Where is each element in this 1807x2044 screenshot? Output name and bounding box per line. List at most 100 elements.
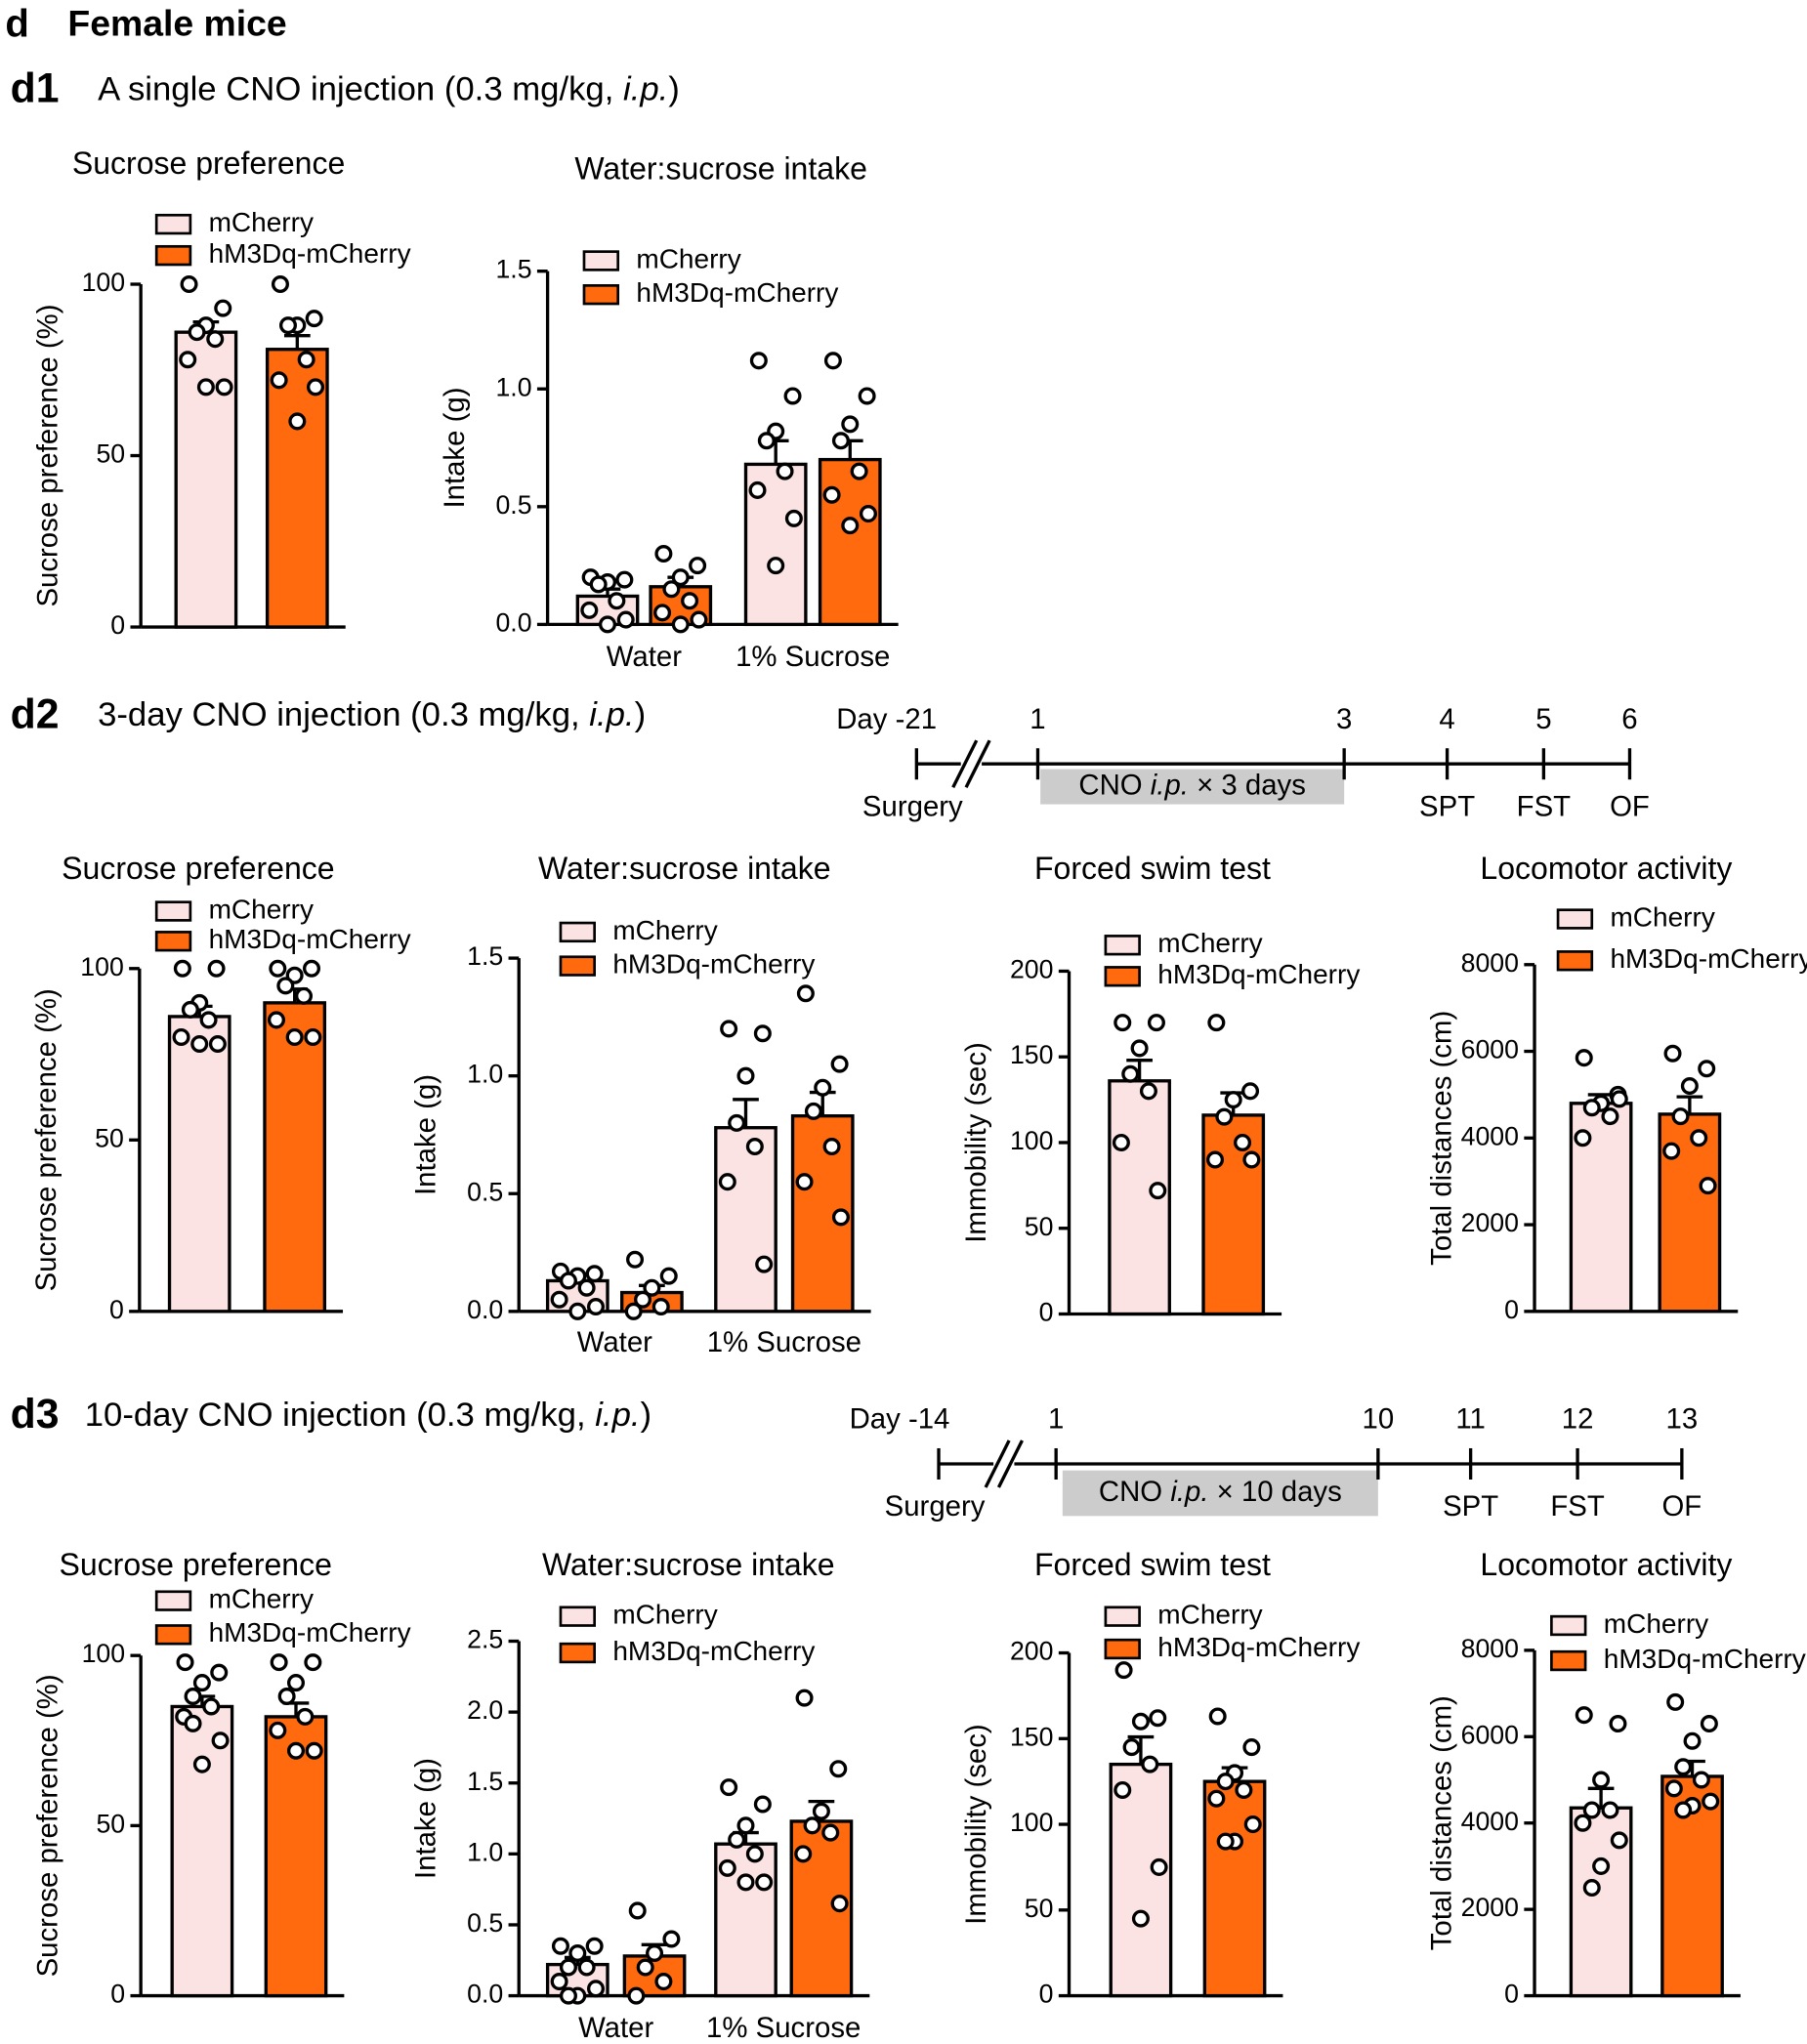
- legend-label: hM3Dq-mCherry: [612, 1636, 815, 1666]
- data-point: [646, 1944, 664, 1963]
- bar: [174, 330, 238, 629]
- y-tick-label: 0.5: [467, 1177, 503, 1206]
- data-point: [776, 462, 794, 480]
- y-axis-label: Intake (g): [410, 1758, 442, 1879]
- data-point: [1150, 1857, 1168, 1876]
- data-point: [181, 1000, 199, 1019]
- data-point: [1671, 1107, 1690, 1126]
- data-point: [277, 1687, 296, 1706]
- timeline-day: Day -14: [850, 1403, 950, 1436]
- data-point: [1699, 1177, 1717, 1195]
- legend-label: mCherry: [1157, 928, 1262, 958]
- data-point: [288, 412, 307, 431]
- y-tick-label: 100: [1010, 1126, 1054, 1155]
- legend-label: mCherry: [636, 243, 740, 273]
- data-point: [1664, 1779, 1683, 1798]
- y-tick-label: 1.0: [467, 1837, 503, 1866]
- data-point: [1592, 1856, 1611, 1875]
- section-title: A single CNO injection (0.3 mg/kg, i.p.): [98, 71, 680, 108]
- data-point: [1130, 1039, 1149, 1058]
- y-tick-label: 4000: [1461, 1121, 1519, 1150]
- box-part: CNO: [1078, 769, 1150, 801]
- data-point: [1575, 1049, 1593, 1067]
- data-point: [1208, 1707, 1227, 1726]
- chart-title: Water:sucrose intake: [542, 1547, 835, 1582]
- x-tick-label: 1% Sucrose: [707, 1326, 861, 1358]
- data-point: [783, 387, 802, 405]
- y-tick-label: 0.0: [467, 1980, 503, 2009]
- bar: [264, 1715, 328, 1998]
- title-part: 10-day CNO injection (0.3 mg/kg,: [85, 1397, 595, 1434]
- data-point: [841, 415, 860, 434]
- legend-label: mCherry: [1604, 1608, 1708, 1639]
- data-point: [184, 1687, 202, 1706]
- legend-swatch: [154, 931, 192, 952]
- data-point: [814, 1078, 832, 1097]
- timeline-day: 10: [1363, 1403, 1395, 1436]
- box-part: i.p.: [1151, 769, 1189, 801]
- y-tick-label: 0: [1504, 1980, 1519, 2009]
- data-point: [1114, 1014, 1132, 1032]
- data-point: [586, 1980, 606, 1998]
- data-point: [1601, 1801, 1619, 1819]
- data-point: [267, 1011, 285, 1029]
- timeline-break: [951, 739, 979, 788]
- box-part: CNO: [1099, 1476, 1170, 1508]
- data-point: [303, 959, 321, 978]
- title-part: 3-day CNO injection (0.3 mg/kg,: [98, 696, 589, 733]
- timeline-day: 6: [1621, 703, 1637, 735]
- data-point: [179, 351, 197, 369]
- timeline-day: 13: [1666, 1403, 1699, 1436]
- box-part: i.p.: [1170, 1476, 1208, 1508]
- chart-title: Water:sucrose intake: [538, 851, 831, 886]
- data-point: [559, 1986, 577, 2005]
- data-point: [615, 570, 634, 589]
- legend-label: hM3Dq-mCherry: [209, 238, 411, 269]
- data-point: [1698, 1060, 1716, 1078]
- chart-title: Forced swim test: [1034, 1547, 1271, 1582]
- data-point: [821, 1823, 840, 1842]
- data-point: [1242, 1150, 1261, 1169]
- data-point: [1114, 1780, 1132, 1799]
- data-point: [749, 352, 768, 370]
- y-tick-label: 2.5: [467, 1625, 503, 1654]
- y-axis-label: Sucrose preference (%): [31, 305, 63, 607]
- data-point: [831, 432, 850, 450]
- title-part: i.p.: [589, 696, 634, 733]
- legend-swatch: [559, 955, 596, 977]
- data-point: [1662, 1142, 1681, 1160]
- timeline-break: [964, 739, 991, 788]
- data-point: [748, 480, 767, 499]
- y-tick-label: 0: [1039, 1298, 1054, 1327]
- data-point: [211, 1731, 230, 1750]
- legend-swatch: [154, 900, 192, 922]
- data-point: [718, 1858, 736, 1877]
- data-point: [830, 1895, 849, 1913]
- data-point: [208, 1034, 227, 1054]
- bar: [1201, 1113, 1266, 1316]
- legend-label: mCherry: [209, 894, 314, 924]
- y-tick-label: 100: [82, 268, 126, 297]
- y-tick-label: 8000: [1461, 1634, 1519, 1663]
- data-point: [755, 1255, 774, 1273]
- data-point: [1112, 1133, 1130, 1151]
- timeline-box: [1062, 1470, 1378, 1517]
- data-point: [585, 1265, 604, 1283]
- data-point: [278, 316, 297, 335]
- bar: [1202, 1779, 1267, 1998]
- bar: [170, 1704, 234, 1998]
- data-point: [589, 575, 608, 594]
- legend-swatch: [1104, 966, 1141, 987]
- data-point: [1692, 1771, 1710, 1789]
- data-point: [190, 1034, 209, 1054]
- data-point: [206, 330, 225, 349]
- title-part: ): [668, 71, 680, 108]
- data-point: [753, 1024, 772, 1043]
- data-point: [1680, 1077, 1699, 1096]
- data-point: [794, 1845, 813, 1863]
- data-point: [720, 1778, 738, 1797]
- data-point: [653, 604, 672, 622]
- chart-title: Locomotor activity: [1480, 851, 1732, 886]
- data-point: [804, 1102, 822, 1120]
- timeline-event: SPT: [1419, 790, 1475, 822]
